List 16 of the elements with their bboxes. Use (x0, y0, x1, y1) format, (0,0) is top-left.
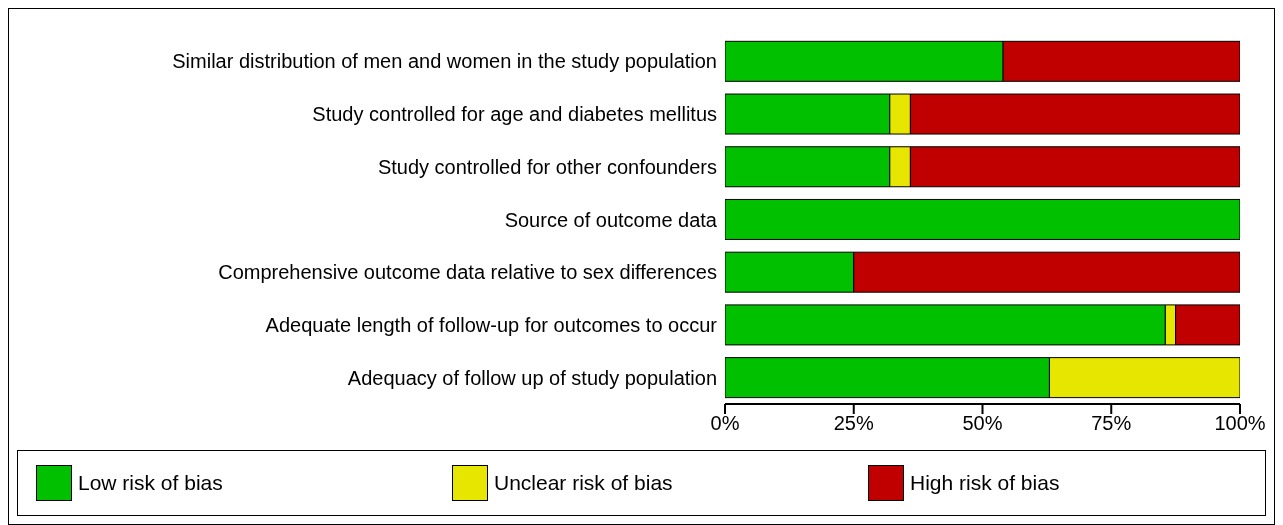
legend-label: Low risk of bias (78, 471, 223, 495)
y-tick-label: Similar distribution of men and women in the study population (172, 50, 717, 73)
x-tick-label: 50% (962, 412, 1003, 435)
y-tick-label: Adequacy of follow up of study population (347, 366, 717, 389)
x-tick-label: 0% (710, 412, 740, 435)
x-tick-label: 75% (1091, 412, 1132, 435)
y-tick-label: Study controlled for other confounders (377, 155, 717, 178)
y-tick-label: Source of outcome data (504, 208, 718, 231)
y-tick-label: Adequate length of follow-up for outcomes to occur (265, 314, 718, 337)
bar (725, 198, 1240, 240)
legend-label: High risk of bias (910, 471, 1060, 495)
legend-label: Unclear risk of bias (494, 471, 673, 495)
y-tick-label: Study controlled for age and diabetes mellitus (312, 103, 717, 126)
y-tick-label: Comprehensive outcome data relative to sex differences (218, 261, 717, 284)
x-tick-label: 100% (1214, 412, 1266, 435)
x-tick-label: 25% (833, 412, 874, 435)
